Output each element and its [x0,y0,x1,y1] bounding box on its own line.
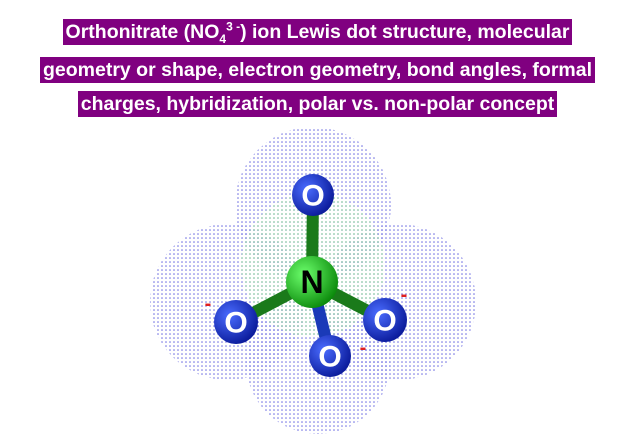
atom [286,256,338,308]
title-line: Orthonitrate (NO43 -) ion Lewis dot stru… [62,18,573,46]
title: Orthonitrate (NO43 -) ion Lewis dot stru… [0,10,635,122]
charge: - [401,284,408,306]
title-text: ) ion Lewis dot structure, molecular [240,20,570,43]
atom-label: N [300,264,323,300]
superscript: 3 - [226,19,241,33]
atom [363,298,407,342]
title-line: charges, hybridization, polar vs. non-po… [77,91,558,118]
atom [309,335,351,377]
atom [292,174,334,216]
atom-label: O [301,180,324,213]
atom-label: O [318,341,341,374]
atom-label: O [224,307,247,340]
atom [214,300,258,344]
charge: - [360,337,367,359]
subscript: 4 [219,31,227,46]
atom-label: O [373,305,396,338]
title-line: geometry or shape, electron geometry, bo… [39,57,596,84]
title-text: Orthonitrate (NO [65,20,220,43]
charge: - [205,293,212,315]
